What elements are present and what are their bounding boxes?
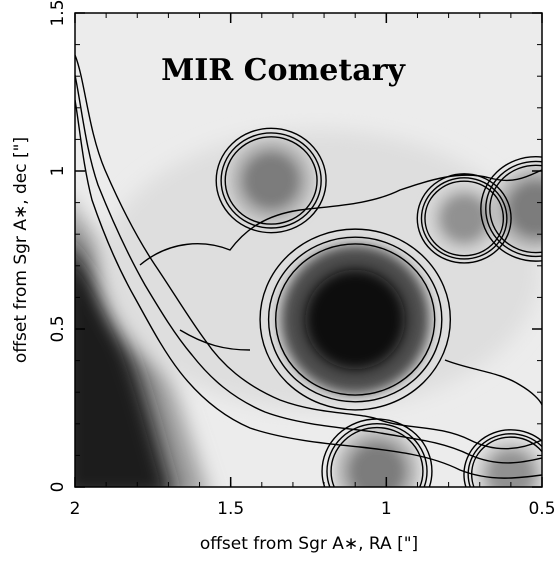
upper-ridge-contour (139, 169, 542, 266)
source-5-contour-1 (330, 426, 424, 487)
source-3-contour-2 (420, 177, 508, 260)
source-core (348, 442, 406, 487)
source-5-contour-3 (321, 418, 433, 487)
outer-contour-2 (75, 74, 542, 464)
source-1-contour-3 (259, 228, 452, 411)
y-tick-label: 1.5 (48, 0, 68, 27)
lower-ridge-contour (179, 329, 542, 406)
y-tick-label: 1 (48, 166, 68, 177)
source-4-contour-2 (485, 160, 542, 258)
source-core (507, 180, 542, 238)
dark-emission-core (75, 252, 172, 487)
source-2-contour-3 (215, 127, 327, 234)
source-core (439, 193, 489, 243)
source-core (242, 151, 300, 210)
source-6-contour-2 (467, 433, 542, 487)
source-4-contour-3 (480, 156, 542, 262)
y-axis-label: offset from Sgr A∗, dec ["] (11, 137, 31, 363)
source-6-contour-1 (470, 436, 542, 487)
y-tick-label: 0.5 (48, 315, 68, 342)
source-3-contour-3 (416, 173, 512, 264)
chart-title: MIR Cometary (161, 53, 406, 88)
x-tick-label: 1.5 (217, 499, 244, 519)
outer-contour (75, 54, 542, 450)
x-tick-label: 2 (70, 499, 81, 519)
source-1-contour-1 (274, 243, 436, 396)
x-axis-label: offset from Sgr A∗, RA ["] (200, 534, 418, 554)
source-1 (280, 244, 430, 395)
source-2-contour-1 (224, 136, 318, 225)
source-3-contour-1 (424, 180, 505, 257)
outer-contour-3 (75, 99, 542, 479)
source-core (305, 269, 405, 370)
source-5 (333, 428, 421, 487)
source-2-contour-2 (220, 132, 322, 229)
plot-frame (74, 12, 543, 488)
source-6-contour-3 (463, 429, 542, 487)
source-core (486, 449, 536, 487)
x-axis: 2 1.5 1 0.5 (70, 13, 556, 519)
y-axis: 0 0.5 1 1.5 (48, 0, 542, 492)
x-tick-label: 0.5 (528, 499, 555, 519)
source-2 (228, 137, 315, 224)
source-4-contour-1 (489, 164, 542, 254)
x-tick-label: 1 (381, 499, 392, 519)
contours (75, 54, 542, 479)
source-1-contour-2 (267, 236, 443, 403)
source-contours (215, 127, 542, 487)
source-5-contour-2 (326, 422, 428, 487)
y-tick-label: 0 (48, 482, 68, 493)
point-sources (228, 137, 542, 487)
source-3 (427, 181, 501, 256)
